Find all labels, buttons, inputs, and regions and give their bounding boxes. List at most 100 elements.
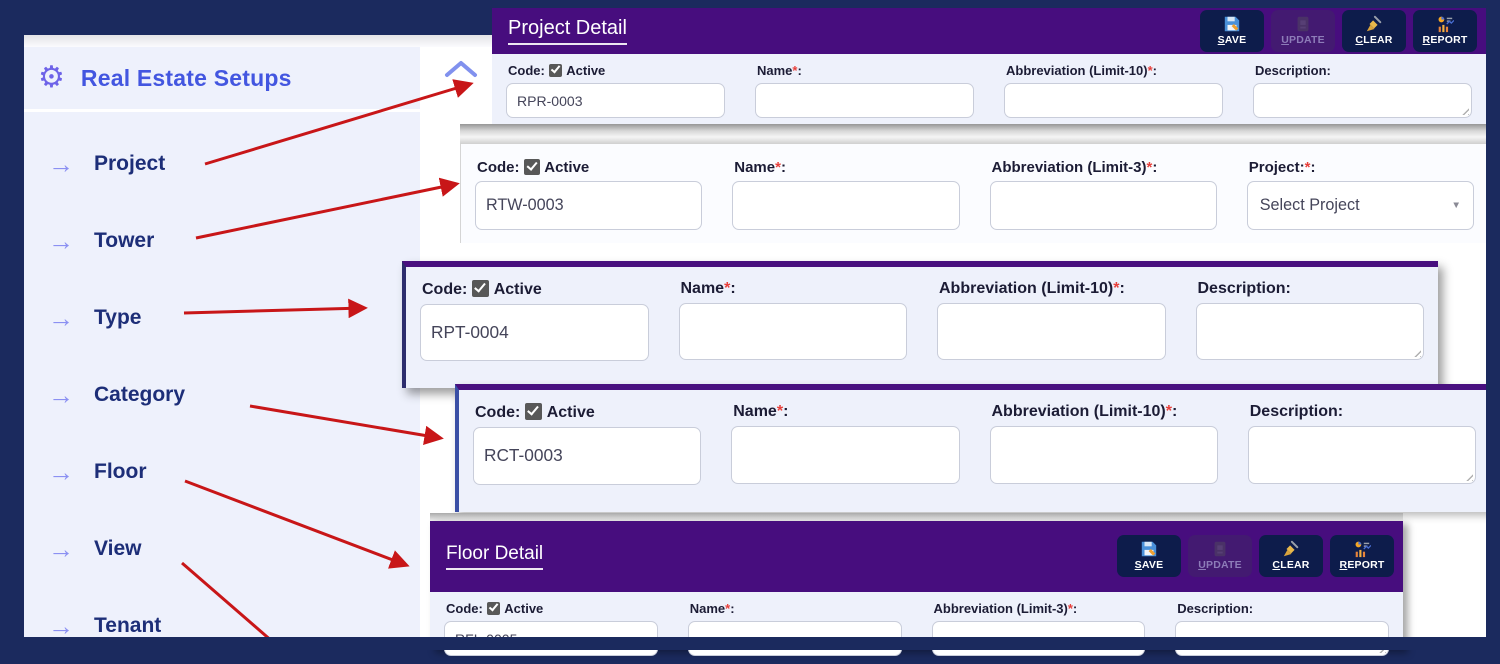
sidebar-item-label: View [94, 536, 142, 560]
save-button[interactable]: SAVE [1200, 10, 1264, 52]
sidebar-item-tenant[interactable]: → Tenant [24, 587, 420, 664]
code-label: Code: Active [477, 159, 590, 177]
sidebar-item-view[interactable]: → View [24, 510, 420, 587]
window-edge-strip [460, 124, 1487, 144]
clear-button[interactable]: CLEAR [1259, 535, 1323, 577]
category-detail-panel: Code:Active Name*: Abbreviation (Limit-1… [455, 384, 1490, 512]
sidebar-item-label: Tower [94, 228, 155, 252]
active-checkbox[interactable] [472, 280, 489, 297]
select-value: Select Project [1259, 196, 1360, 214]
abbreviation-label: Abbreviation (Limit-3)*: [991, 159, 1158, 176]
abbreviation-input[interactable] [989, 426, 1218, 484]
description-field: Description: [1247, 400, 1476, 485]
description-field: Description: [1195, 277, 1424, 361]
gear-icon: ⚙ [38, 61, 65, 94]
name-input[interactable] [678, 303, 907, 360]
item-arrow-icon: → [48, 533, 74, 564]
sidebar-item-label: Type [94, 305, 142, 329]
code-label: Code: Active [475, 403, 595, 421]
update-button[interactable]: UPDATE [1271, 10, 1335, 52]
toolbar: SAVE UPDATE CLEAR REPORT [1117, 535, 1394, 577]
abbreviation-label: Abbreviation (Limit-3)*: [933, 601, 1078, 616]
sidebar-item-type[interactable]: → Type [24, 279, 420, 356]
abbreviation-label: Abbreviation (Limit-10)*: [939, 280, 1125, 297]
broom-icon [1282, 540, 1300, 558]
description-textarea[interactable] [1247, 426, 1476, 484]
abbreviation-field: Abbreviation (Limit-10)*: [1004, 60, 1223, 118]
panel-body: Code:Active Name*: Abbreviation (Limit-1… [492, 54, 1486, 126]
code-field: Code: Active [475, 156, 703, 231]
code-label: Code: Active [446, 601, 544, 616]
description-label: Description: [1255, 63, 1331, 78]
project-detail-panel: Project Detail SAVE UPDATE CLEAR REPORT … [492, 8, 1486, 125]
abbreviation-input[interactable] [937, 303, 1166, 360]
item-arrow-icon: → [48, 610, 74, 641]
abbreviation-label: Abbreviation (Limit-10)*: [1006, 63, 1157, 78]
sidebar-item-label: Category [94, 382, 186, 406]
sidebar-item-category[interactable]: → Category [24, 356, 420, 433]
active-checkbox[interactable] [525, 403, 542, 420]
abbreviation-input[interactable] [1004, 83, 1223, 118]
sidebar-item-tower[interactable]: → Tower [24, 202, 420, 279]
save-button[interactable]: SAVE [1117, 535, 1181, 577]
panel-header: Floor Detail SAVE UPDATE CLEAR REPORT [430, 521, 1403, 592]
name-input[interactable] [731, 426, 960, 484]
name-field: Name*: [755, 60, 974, 118]
description-textarea[interactable] [1195, 303, 1424, 360]
resize-handle-icon [1460, 106, 1469, 115]
project-select-field: Project:*: Select Project ▼ [1246, 156, 1474, 230]
active-checkbox[interactable] [548, 63, 563, 78]
description-field: Description: [1253, 60, 1472, 118]
panel-body: Code:Active Name*: Abbreviation (Limit-3… [430, 592, 1403, 664]
report-chart-icon [1436, 15, 1455, 33]
name-field: Name*: [732, 156, 960, 230]
report-button[interactable]: REPORT [1330, 535, 1394, 577]
active-checkbox[interactable] [524, 159, 540, 175]
frame-border [1486, 0, 1500, 650]
abbreviation-field: Abbreviation (Limit-10)*: [989, 400, 1218, 485]
name-input[interactable] [732, 181, 960, 230]
sidebar-menu: → Project → Tower → Type → Category → Fl… [24, 125, 420, 664]
code-input[interactable] [420, 303, 649, 361]
item-arrow-icon: → [48, 302, 74, 333]
sidebar-item-project[interactable]: → Project [24, 125, 420, 202]
abbreviation-input[interactable] [989, 181, 1217, 230]
description-textarea[interactable] [1253, 83, 1472, 118]
floor-detail-panel: Floor Detail SAVE UPDATE CLEAR REPORT Co… [430, 521, 1403, 656]
chevron-up-icon[interactable] [444, 58, 478, 85]
code-input[interactable] [475, 181, 703, 231]
project-select[interactable]: Select Project ▼ [1246, 181, 1474, 230]
code-input[interactable] [506, 83, 725, 118]
active-checkbox[interactable] [486, 601, 501, 616]
update-button[interactable]: UPDATE [1188, 535, 1252, 577]
project-label: Project:*: [1248, 159, 1316, 176]
abbreviation-label: Abbreviation (Limit-10)*: [991, 403, 1178, 420]
item-arrow-icon: → [48, 225, 74, 256]
report-button[interactable]: REPORT [1413, 10, 1477, 52]
clear-button[interactable]: CLEAR [1342, 10, 1406, 52]
code-field: Code: Active [420, 277, 649, 361]
name-label: Name*: [757, 63, 802, 78]
code-field: Code: Active [473, 400, 702, 485]
sidebar-item-floor[interactable]: → Floor [24, 433, 420, 510]
description-label: Description: [1249, 403, 1344, 420]
dropdown-caret-icon: ▼ [1451, 200, 1461, 211]
name-field: Name*: [731, 400, 960, 485]
sidebar-title: Real Estate Setups [80, 64, 292, 91]
name-field: Name*: [678, 277, 907, 361]
item-arrow-icon: → [48, 379, 74, 410]
panel-body: Code:Active Name*: Abbreviation (Limit-1… [406, 267, 1438, 369]
panel-title: Project Detail [508, 17, 627, 45]
update-document-icon [1211, 540, 1229, 558]
name-label: Name*: [689, 601, 735, 616]
name-label: Name*: [734, 159, 786, 176]
sidebar-item-label: Floor [94, 459, 147, 483]
sidebar-header[interactable]: ⚙ Real Estate Setups [24, 47, 420, 112]
name-input[interactable] [755, 83, 974, 118]
code-label: Code: Active [422, 280, 542, 298]
frame-corner [0, 0, 492, 35]
window-edge-strip [24, 35, 492, 47]
panel-title: Floor Detail [446, 543, 544, 570]
code-input[interactable] [473, 426, 702, 485]
abbreviation-field: Abbreviation (Limit-3)*: [989, 156, 1217, 230]
